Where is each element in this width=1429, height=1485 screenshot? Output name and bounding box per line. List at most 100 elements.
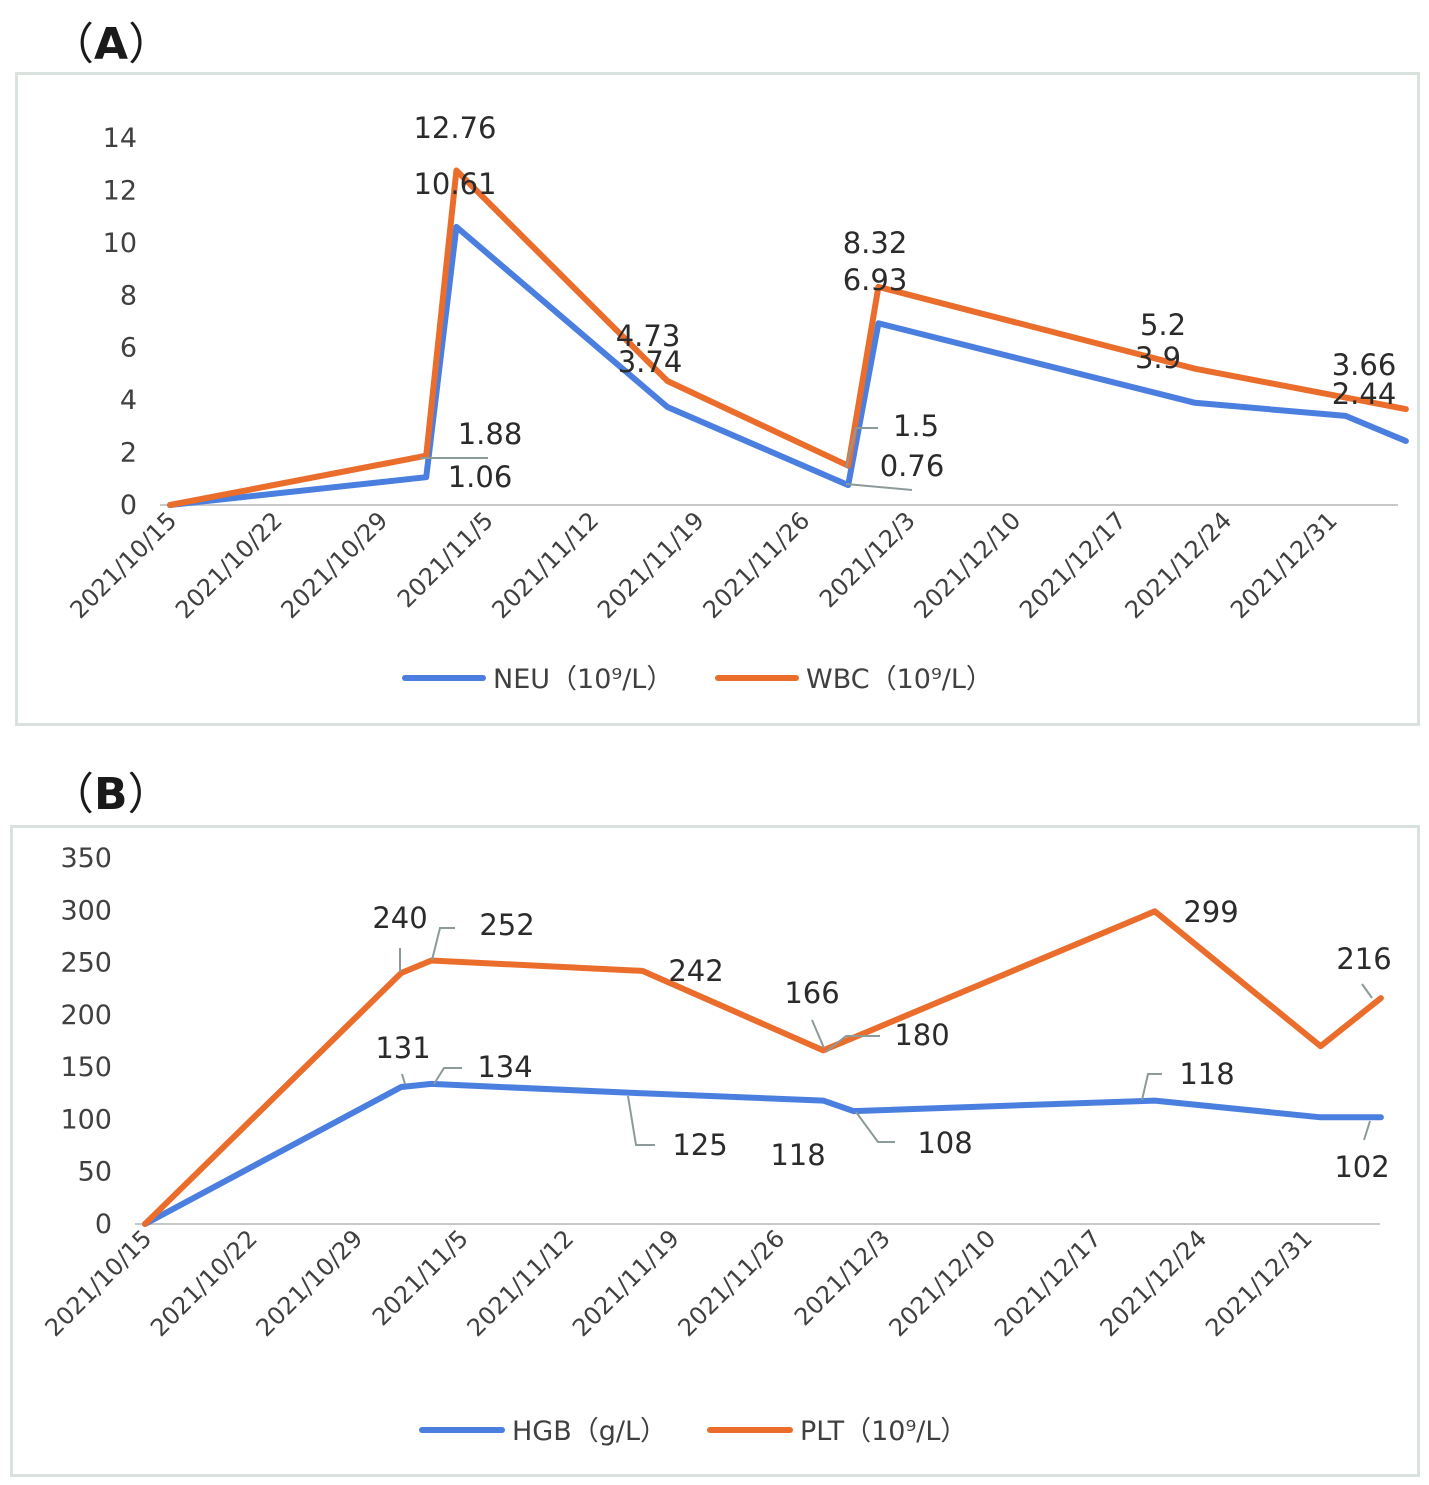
- chart-b-series-1-line: [142, 1080, 1384, 1227]
- chart-a-data-label: 1.88: [458, 417, 523, 451]
- chart-b-y-tick-label: 0: [95, 1209, 112, 1240]
- chart-b-group: 0501001502002503003502021/10/152021/10/2…: [40, 843, 1392, 1447]
- chart-b-data-label: 108: [917, 1126, 972, 1160]
- chart-a-data-label: 5.2: [1140, 308, 1186, 342]
- chart-b-data-label: 118: [770, 1138, 825, 1172]
- chart-b-legend-label-1: HGB（g/L）: [512, 1416, 667, 1447]
- chart-a-y-tick-label: 4: [120, 385, 137, 416]
- chart-b-data-label: 216: [1336, 942, 1391, 976]
- chart-a-data-label: 3.66: [1332, 348, 1397, 382]
- chart-b-data-label: 125: [672, 1128, 727, 1162]
- chart-a-series-1-line: [167, 223, 1409, 508]
- chart-a-data-label: 4.73: [616, 319, 681, 353]
- chart-a-x-tick-label: 2021/12/24: [1120, 506, 1238, 624]
- chart-a-legend-label-2: WBC（10⁹/L）: [806, 664, 993, 695]
- chart-b-y-tick-label: 150: [60, 1052, 112, 1083]
- chart-a-y-tick-label: 10: [103, 228, 137, 259]
- chart-b-data-label: 118: [1179, 1057, 1234, 1091]
- panel-a-label-open: （: [50, 19, 94, 70]
- chart-a-x-tick-label: 2021/10/15: [65, 506, 183, 624]
- chart-b-x-tick-label: 2021/12/3: [789, 1224, 896, 1331]
- chart-a-x-tick-label: 2021/11/12: [487, 506, 605, 624]
- chart-b-data-label: 240: [372, 901, 427, 935]
- panel-b-label: （B）: [50, 758, 172, 822]
- chart-b-y-tick-label: 300: [60, 895, 112, 926]
- chart-a-series-2-line: [167, 167, 1409, 508]
- chart-b-x-tick-label: 2021/12/31: [1200, 1224, 1318, 1342]
- chart-b-x-tick-label: 2021/10/29: [251, 1224, 369, 1342]
- chart-b-x-tick-label: 2021/10/22: [145, 1224, 263, 1342]
- chart-a-data-label: 8.32: [843, 226, 908, 260]
- chart-b-leader-line: [431, 927, 455, 961]
- chart-a-y-tick-label: 8: [120, 280, 137, 311]
- chart-a-x-tick-label: 2021/12/17: [1014, 506, 1132, 624]
- chart-a-data-label: 6.93: [843, 263, 908, 297]
- chart-b-x-tick-label: 2021/11/19: [567, 1224, 685, 1342]
- chart-b-data-label: 299: [1183, 895, 1238, 929]
- chart-a-leader-line: [845, 483, 913, 491]
- chart-a-x-tick-label: 2021/10/29: [276, 506, 394, 624]
- chart-a-x-tick-label: 2021/11/26: [698, 506, 816, 624]
- chart-a-data-label: 3.74: [618, 345, 683, 379]
- chart-a-data-label: 1.06: [448, 460, 513, 494]
- panel-b-label-letter: B: [94, 769, 128, 820]
- chart-b-x-tick-label: 2021/12/10: [884, 1224, 1002, 1342]
- chart-b-x-tick-label: 2021/11/5: [367, 1224, 474, 1331]
- chart-b-leader-line: [1141, 1073, 1162, 1101]
- chart-b-data-label: 166: [784, 976, 839, 1010]
- chart-a-data-label: 12.76: [413, 111, 496, 145]
- chart-b-y-tick-label: 100: [60, 1104, 112, 1135]
- panel-b-label-open: （: [50, 769, 94, 820]
- chart-b-legend-label-2: PLT（10⁹/L）: [800, 1416, 967, 1447]
- chart-b-series-2-line: [142, 908, 1384, 1227]
- chart-b-data-label: 180: [894, 1018, 949, 1052]
- chart-a-x-tick-label: 2021/12/31: [1225, 506, 1343, 624]
- chart-a-group: 0 2 4 6 8 10 12 14 2021/10/152021/10/222021/10/2…: [65, 111, 1409, 695]
- chart-a-x-tick-label: 2021/12/3: [814, 506, 921, 613]
- chart-b-data-label: 134: [477, 1050, 532, 1084]
- panel-a-label: （A）: [50, 8, 172, 72]
- chart-b-leader-line: [825, 1035, 880, 1053]
- chart-a-x-tick-label: 2021/12/10: [909, 506, 1027, 624]
- chart-b-y-tick-label: 50: [78, 1157, 112, 1188]
- chart-a-data-label: 2.44: [1332, 377, 1397, 411]
- chart-a-x-tick-label: 2021/11/19: [592, 506, 710, 624]
- chart-b-leader-line: [1361, 983, 1373, 999]
- chart-a-y-tick-label: 0: [120, 490, 137, 521]
- chart-a-x-tick-label: 2021/10/22: [170, 506, 288, 624]
- chart-a-y-tick-label: 12: [103, 175, 137, 206]
- panel-a-label-close: ）: [128, 19, 173, 70]
- chart-a-y-tick-label: 2: [120, 438, 137, 469]
- chart-a-leader-line: [845, 427, 878, 469]
- chart-b-y-tick-label: 250: [60, 948, 112, 979]
- chart-b-data-label: 252: [479, 908, 534, 942]
- panel-a-label-letter: A: [94, 19, 129, 70]
- chart-a-frame: [15, 72, 1420, 726]
- chart-b-leader-line: [1363, 1120, 1371, 1141]
- chart-b-data-label: 131: [375, 1031, 430, 1065]
- chart-b-leader-line: [855, 1111, 895, 1143]
- chart-b-x-tick-label: 2021/12/17: [989, 1224, 1107, 1342]
- chart-b-x-tick-label: 2021/10/15: [40, 1224, 158, 1342]
- panel-b-label-close: ）: [127, 769, 172, 820]
- chart-b-y-tick-label: 200: [60, 1000, 112, 1031]
- chart-a-data-label: 3.9: [1135, 341, 1181, 375]
- chart-a-x-tick-label: 2021/11/5: [392, 506, 499, 613]
- chart-b-x-tick-label: 2021/11/12: [462, 1224, 580, 1342]
- chart-b-data-label: 102: [1334, 1150, 1389, 1184]
- chart-a-data-label: 10.61: [413, 167, 496, 201]
- chart-b-leader-line: [401, 1073, 406, 1085]
- chart-a-y-tick-label: 14: [103, 123, 137, 154]
- chart-b-x-tick-label: 2021/12/24: [1095, 1224, 1213, 1342]
- chart-a-y-tick-label: 6: [120, 333, 137, 364]
- chart-b-x-tick-label: 2021/11/26: [673, 1224, 791, 1342]
- chart-b-frame: [10, 825, 1420, 1477]
- chart-b-leader-line: [627, 1095, 655, 1146]
- chart-a-data-label: 1.5: [893, 409, 939, 443]
- chart-b-y-tick-label: 350: [60, 843, 112, 874]
- chart-b-data-label: 242: [668, 954, 723, 988]
- chart-b-leader-line: [811, 1019, 825, 1049]
- chart-a-data-label: 0.76: [880, 449, 945, 483]
- chart-a-legend-label-1: NEU（10⁹/L）: [493, 664, 673, 695]
